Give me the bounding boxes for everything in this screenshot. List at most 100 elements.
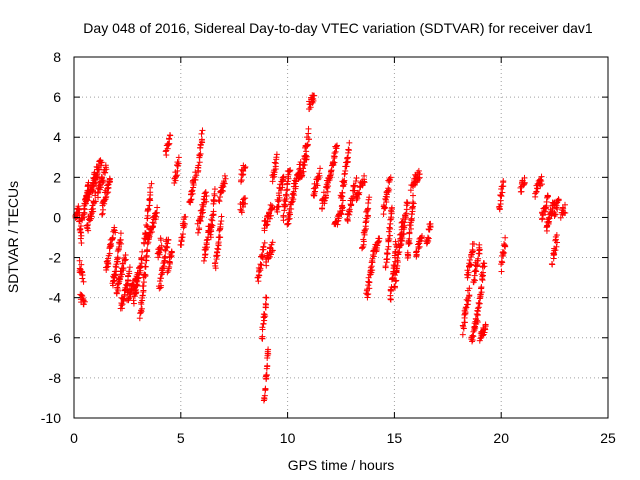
data-point bbox=[364, 294, 371, 301]
data-point bbox=[349, 197, 356, 204]
data-point bbox=[80, 301, 87, 308]
data-point bbox=[166, 132, 173, 139]
data-point bbox=[148, 228, 155, 235]
data-point bbox=[353, 175, 360, 182]
data-point bbox=[222, 175, 229, 182]
data-point bbox=[272, 160, 279, 167]
data-point bbox=[334, 142, 341, 149]
data-point bbox=[273, 151, 280, 158]
data-point bbox=[81, 298, 88, 305]
data-point bbox=[316, 170, 323, 177]
data-point bbox=[399, 223, 406, 230]
y-tick-label: 0 bbox=[53, 209, 61, 225]
data-point bbox=[112, 229, 119, 236]
data-point bbox=[80, 278, 87, 285]
data-point bbox=[555, 196, 562, 203]
data-point bbox=[195, 229, 202, 236]
data-point bbox=[174, 159, 181, 166]
data-point bbox=[89, 188, 96, 195]
data-point bbox=[103, 166, 110, 173]
data-point bbox=[136, 315, 143, 322]
data-point bbox=[79, 272, 86, 279]
data-point bbox=[532, 193, 539, 200]
data-point bbox=[203, 237, 210, 244]
x-tick-label: 15 bbox=[387, 430, 403, 446]
data-point bbox=[397, 241, 404, 248]
data-point bbox=[463, 304, 470, 311]
data-point bbox=[398, 238, 405, 245]
data-point bbox=[96, 166, 103, 173]
data-point bbox=[402, 212, 409, 219]
data-point bbox=[311, 192, 318, 199]
data-point bbox=[369, 251, 376, 258]
data-point bbox=[164, 269, 171, 276]
data-point bbox=[275, 198, 282, 205]
data-point bbox=[459, 331, 466, 338]
data-point bbox=[122, 256, 129, 263]
data-point bbox=[216, 226, 223, 233]
data-point bbox=[360, 236, 367, 243]
data-point bbox=[260, 243, 267, 250]
data-point bbox=[86, 194, 93, 201]
data-point bbox=[301, 161, 308, 168]
data-point bbox=[341, 177, 348, 184]
data-point bbox=[164, 145, 171, 152]
data-point bbox=[466, 257, 473, 264]
data-point bbox=[473, 268, 480, 275]
data-point bbox=[476, 241, 483, 248]
data-point bbox=[305, 125, 312, 132]
data-point bbox=[211, 186, 218, 193]
data-point bbox=[187, 196, 194, 203]
data-point bbox=[385, 237, 392, 244]
data-point bbox=[77, 235, 84, 242]
data-point bbox=[133, 289, 140, 296]
data-point bbox=[475, 299, 482, 306]
data-point bbox=[198, 130, 205, 137]
data-point bbox=[339, 204, 346, 211]
data-point bbox=[402, 212, 409, 219]
data-point bbox=[289, 191, 296, 198]
data-point bbox=[263, 372, 270, 379]
data-point bbox=[387, 292, 394, 299]
y-tick-label: 8 bbox=[53, 49, 61, 65]
data-point bbox=[90, 205, 97, 212]
axis-ticks bbox=[73, 56, 609, 419]
data-point bbox=[106, 250, 113, 257]
data-point bbox=[394, 259, 401, 266]
data-point bbox=[271, 159, 278, 166]
x-tick-label: 25 bbox=[600, 430, 616, 446]
data-point bbox=[479, 264, 486, 271]
data-point bbox=[552, 247, 559, 254]
data-point bbox=[154, 204, 161, 211]
data-point bbox=[386, 178, 393, 185]
data-point bbox=[474, 317, 481, 324]
data-point bbox=[144, 248, 151, 255]
data-point bbox=[475, 255, 482, 262]
data-point bbox=[345, 147, 352, 154]
y-tick-label: -8 bbox=[49, 370, 62, 386]
data-point bbox=[147, 184, 154, 191]
data-point bbox=[361, 179, 368, 186]
data-point bbox=[113, 264, 120, 271]
data-point bbox=[544, 223, 551, 230]
data-point bbox=[267, 212, 274, 219]
data-point bbox=[164, 240, 171, 247]
data-point bbox=[108, 242, 115, 249]
data-point bbox=[497, 197, 504, 204]
data-point bbox=[538, 181, 545, 188]
data-point bbox=[351, 182, 358, 189]
data-point bbox=[158, 242, 165, 249]
data-point bbox=[157, 235, 164, 242]
data-point bbox=[216, 198, 223, 205]
data-point bbox=[350, 183, 357, 190]
data-point bbox=[196, 152, 203, 159]
x-tick-label: 10 bbox=[280, 430, 296, 446]
data-point bbox=[165, 141, 172, 148]
data-point bbox=[175, 160, 182, 167]
data-point bbox=[356, 189, 363, 196]
data-point bbox=[269, 239, 276, 246]
data-point bbox=[168, 249, 175, 256]
data-point bbox=[344, 155, 351, 162]
x-tick-label: 0 bbox=[70, 430, 78, 446]
data-point bbox=[467, 262, 474, 269]
